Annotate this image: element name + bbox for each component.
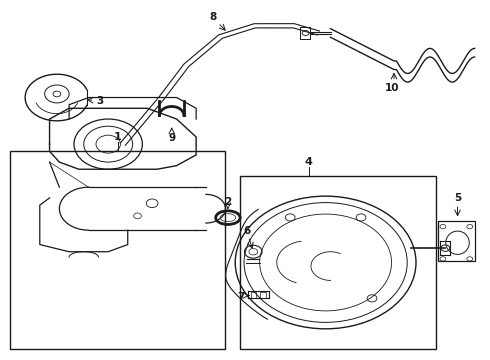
Bar <box>240 176 436 348</box>
Text: 5: 5 <box>454 193 461 203</box>
Text: 7: 7 <box>238 292 245 302</box>
Bar <box>260 292 266 298</box>
Bar <box>251 292 256 298</box>
Text: 3: 3 <box>96 96 103 106</box>
Text: 6: 6 <box>244 226 251 235</box>
Text: 8: 8 <box>210 12 217 22</box>
Text: 1: 1 <box>114 132 122 142</box>
Bar <box>300 27 311 40</box>
Text: 4: 4 <box>305 157 313 167</box>
Text: 10: 10 <box>384 83 399 93</box>
Text: 9: 9 <box>168 134 175 143</box>
Text: 2: 2 <box>224 197 231 207</box>
Bar <box>10 151 225 348</box>
Bar <box>438 221 475 261</box>
